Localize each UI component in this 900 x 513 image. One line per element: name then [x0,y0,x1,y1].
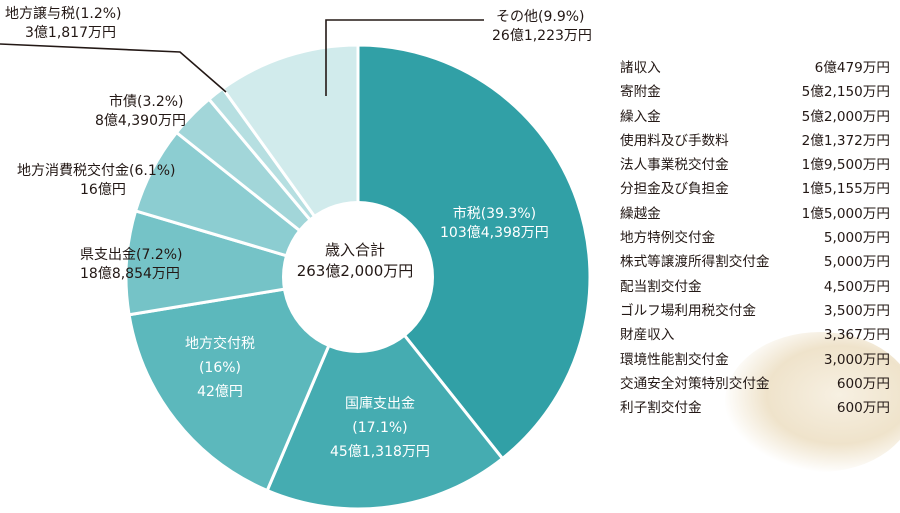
breakdown-row: 配当割交付金 4,500万円 [617,275,892,299]
breakdown-row: 利子割交付金 600万円 [617,396,892,420]
slice-percent: (17.1%) [352,420,408,436]
slice-name: 地方消費税交付金(6.1%) [17,163,176,179]
pie-slice [265,274,505,511]
breakdown-item-name: 諸収入 [620,60,661,76]
breakdown-item-amount: 1億5,000万円 [801,205,890,222]
slice-name: 地方交付税 [185,336,255,352]
breakdown-row: ゴルフ場利用税交付金 3,500万円 [617,299,892,323]
breakdown-row: 繰入金 5億2,000万円 [617,105,892,129]
slice-amount: 16億円 [80,182,126,198]
slice-name: 市債(3.2%) [109,94,184,110]
breakdown-item-amount: 3,500万円 [823,302,890,319]
breakdown-item-name: 使用料及び手数料 [620,132,729,149]
slice-label-municipal-bonds: 市債(3.2%) 8億4,390万円 [95,93,186,131]
breakdown-row: 株式等譲渡所得割交付金 5,000万円 [617,250,892,274]
slice-amount: 103億4,398万円 [440,225,549,241]
slice-label-other: その他(9.9%) 26億1,223万円 [492,8,592,46]
breakdown-item-name: 環境性能割交付金 [620,351,729,368]
breakdown-row: 分担金及び負担金 1億5,155万円 [617,177,892,201]
breakdown-item-name: ゴルフ場利用税交付金 [620,302,756,319]
other-breakdown-table: 諸収入 6億479万円寄附金 5億2,150万円繰入金 5億2,000万円使用料及び手… [617,56,892,420]
breakdown-row: 地方特例交付金 5,000万円 [617,226,892,250]
slice-name: 県支出金(7.2%) [80,247,183,263]
breakdown-item-amount: 3,367万円 [823,327,890,344]
breakdown-row: 財産収入 3,367万円 [617,323,892,347]
breakdown-row: 環境性能割交付金 3,000万円 [617,348,892,372]
slice-amount: 42億円 [197,384,243,400]
breakdown-item-name: 交通安全対策特別交付金 [620,375,770,392]
slice-label-local-consumption-tax: 地方消費税交付金(6.1%) 16億円 [17,162,176,200]
breakdown-item-name: 地方特例交付金 [620,230,716,247]
slice-amount: 45億1,318万円 [330,444,430,460]
slice-name: 市税(39.3%) [452,206,537,222]
breakdown-item-name: 財産収入 [620,327,675,344]
breakdown-item-amount: 6億479万円 [814,60,890,76]
breakdown-item-amount: 2億1,372万円 [801,132,890,149]
pie-slice [356,43,592,461]
breakdown-row: 繰越金 1億5,000万円 [617,202,892,226]
breakdown-item-name: 寄附金 [620,84,661,101]
slice-amount: 26億1,223万円 [492,28,592,44]
breakdown-item-name: 繰越金 [620,205,661,222]
leader-line-other [325,19,484,96]
breakdown-item-amount: 4,500万円 [823,278,890,295]
center-label: 歳入合計 263億2,000万円 [280,240,430,282]
breakdown-row: 使用料及び手数料 2億1,372万円 [617,129,892,153]
breakdown-item-name: 配当割交付金 [620,278,702,295]
slice-name: 地方譲与税(1.2%) [5,6,122,22]
breakdown-row: 法人事業税交付金 1億9,500万円 [617,153,892,177]
slice-label-prefectural-disbursement: 県支出金(7.2%) 18億8,854万円 [80,246,183,284]
breakdown-item-name: 法人事業税交付金 [620,157,729,174]
slice-name: その他(9.9%) [496,9,585,25]
center-total: 263億2,000万円 [296,262,414,280]
donut-hole [282,201,434,353]
pie-slice [124,209,359,317]
slice-name: 国庫支出金 [344,396,415,412]
breakdown-item-name: 利子割交付金 [620,400,702,417]
slice-amount: 8億4,390万円 [95,113,186,129]
slice-label-national-treasury: 国庫支出金 (17.1%) 45億1,318万円 [330,392,430,464]
breakdown-item-amount: 1億9,500万円 [801,157,890,174]
slice-amount: 18億8,854万円 [80,266,180,282]
slice-label-local-transfer-tax: 地方譲与税(1.2%) 3億1,817万円 [5,5,122,43]
decorative-bowl-photo [725,332,900,472]
breakdown-item-amount: 600万円 [836,400,890,417]
breakdown-item-name: 繰入金 [620,108,661,125]
slice-amount: 3億1,817万円 [25,25,116,41]
leader-line-local-transfer-tax [0,43,227,93]
breakdown-item-name: 分担金及び負担金 [620,181,729,198]
breakdown-row: 交通安全対策特別交付金 600万円 [617,372,892,396]
breakdown-item-amount: 3,000万円 [823,351,890,368]
breakdown-item-amount: 600万円 [836,375,890,392]
breakdown-item-name: 株式等譲渡所得割交付金 [620,254,770,271]
pie-slice [127,275,361,493]
breakdown-row: 寄附金 5億2,150万円 [617,80,892,104]
breakdown-item-amount: 5億2,000万円 [801,108,890,125]
slice-label-city-tax: 市税(39.3%) 103億4,398万円 [440,205,549,243]
slice-label-local-allocation-tax: 地方交付税 (16%) 42億円 [185,332,255,404]
breakdown-row: 諸収入 6億479万円 [617,56,892,80]
slice-percent: (16%) [198,360,242,376]
breakdown-item-amount: 1億5,155万円 [801,181,890,198]
breakdown-item-amount: 5億2,150万円 [801,84,890,101]
breakdown-item-amount: 5,000万円 [823,254,890,271]
breakdown-item-amount: 5,000万円 [823,230,890,247]
center-title: 歳入合計 [324,241,385,259]
